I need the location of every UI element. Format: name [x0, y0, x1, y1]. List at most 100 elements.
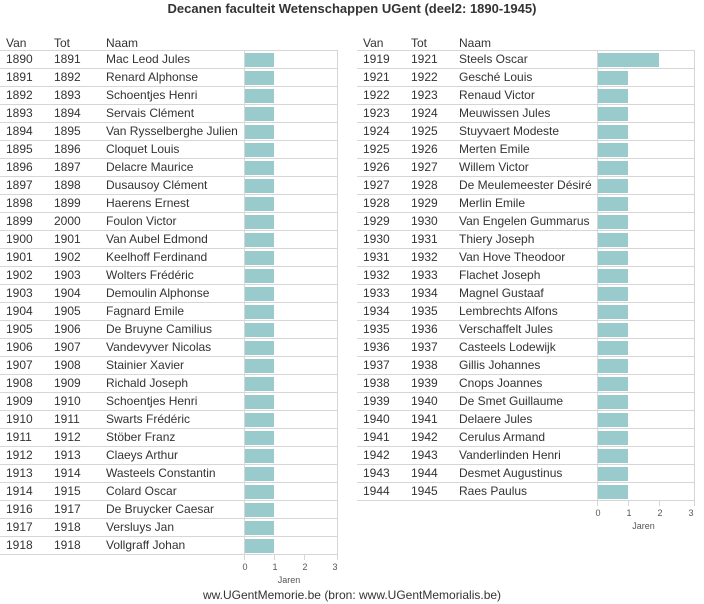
cell-tot: 1923: [411, 88, 438, 102]
table-row: 1904 1905 Fagnard Emile: [0, 302, 338, 320]
cell-tot: 1914: [54, 466, 81, 480]
table-row: 1929 1930 Van Engelen Gummarus: [357, 212, 695, 230]
cell-tot: 1891: [54, 52, 81, 66]
cell-van: 1928: [363, 196, 390, 210]
table-row: 1912 1913 Claeys Arthur: [0, 446, 338, 464]
axis-tick: [274, 555, 275, 560]
cell-tot: 1894: [54, 106, 81, 120]
cell-van: 1942: [363, 448, 390, 462]
cell-tot: 1941: [411, 412, 438, 426]
cell-naam: Van Engelen Gummarus: [459, 214, 590, 228]
cell-van: 1895: [6, 142, 33, 156]
bar-jaren: [598, 89, 628, 103]
cell-naam: Cnops Joannes: [459, 376, 543, 390]
cell-van: 1903: [6, 286, 33, 300]
table-row: 1940 1941 Delaere Jules: [357, 410, 695, 428]
table-row: 1919 1921 Steels Oscar: [357, 50, 695, 68]
cell-tot: 1918: [54, 520, 81, 534]
cell-tot: 1942: [411, 430, 438, 444]
cell-naam: Meuwissen Jules: [459, 106, 551, 120]
cell-naam: Versluys Jan: [106, 520, 175, 534]
bar-jaren: [598, 179, 628, 193]
table-row: 1907 1908 Stainier Xavier: [0, 356, 338, 374]
cell-tot: 1898: [54, 178, 81, 192]
cell-van: 1892: [6, 88, 33, 102]
axis-tick-label: 1: [272, 562, 278, 572]
cell-naam: Casteels Lodewijk: [459, 340, 556, 354]
bar-jaren: [598, 269, 628, 283]
cell-van: 1937: [363, 358, 390, 372]
table-row: 1897 1898 Dusausoy Clément: [0, 176, 338, 194]
cell-naam: Delacre Maurice: [106, 160, 194, 174]
cell-van: 1931: [363, 250, 390, 264]
cell-naam: Flachet Joseph: [459, 268, 541, 282]
bar-jaren: [598, 71, 628, 85]
cell-tot: 1893: [54, 88, 81, 102]
cell-tot: 1930: [411, 214, 438, 228]
cell-tot: 1897: [54, 160, 81, 174]
chart-title: Decanen faculteit Wetenschappen UGent (d…: [167, 1, 537, 16]
bar-jaren: [598, 143, 628, 157]
table-row: 1902 1903 Wolters Frédéric: [0, 266, 338, 284]
axis-tick-label: 1: [626, 508, 632, 518]
table-row: 1922 1923 Renaud Victor: [357, 86, 695, 104]
table-row: 1941 1942 Cerulus Armand: [357, 428, 695, 446]
cell-naam: Schoentjes Henri: [106, 88, 198, 102]
cell-naam: Gillis Johannes: [459, 358, 541, 372]
cell-naam: Steels Oscar: [459, 52, 528, 66]
cell-naam: Cerulus Armand: [459, 430, 546, 444]
cell-naam: Vanderlinden Henri: [459, 448, 561, 462]
table-row: 1931 1932 Van Hove Theodoor: [357, 248, 695, 266]
cell-van: 1891: [6, 70, 33, 84]
table-row: 1906 1907 Vandevyver Nicolas: [0, 338, 338, 356]
cell-naam: Richald Joseph: [106, 376, 189, 390]
bar-jaren: [245, 359, 274, 373]
cell-tot: 1910: [54, 394, 81, 408]
table-row: 1918 1918 Vollgraff Johan: [0, 536, 338, 554]
bar-jaren: [598, 125, 628, 139]
bar-jaren: [245, 161, 274, 175]
cell-tot: 1905: [54, 304, 81, 318]
cell-van: 1900: [6, 232, 33, 246]
table-row: 1935 1936 Verschaffelt Jules: [357, 320, 695, 338]
axis-zero-line: [597, 50, 598, 506]
cell-van: 1929: [363, 214, 390, 228]
cell-naam: Demoulin Alphonse: [106, 286, 210, 300]
cell-van: 1921: [363, 70, 390, 84]
bar-jaren: [245, 413, 274, 427]
cell-van: 1908: [6, 376, 33, 390]
cell-tot: 1927: [411, 160, 438, 174]
cell-van: 1909: [6, 394, 33, 408]
cell-van: 1918: [6, 538, 33, 552]
cell-naam: Delaere Jules: [459, 412, 533, 426]
cell-tot: 1904: [54, 286, 81, 300]
cell-van: 1938: [363, 376, 390, 390]
cell-van: 1906: [6, 340, 33, 354]
cell-naam: Haerens Ernest: [106, 196, 190, 210]
table-row: 1924 1925 Stuyvaert Modeste: [357, 122, 695, 140]
axis-title: Jaren: [632, 521, 655, 531]
bar-jaren: [245, 521, 274, 535]
bar-jaren: [598, 287, 628, 301]
cell-naam: Van Aubel Edmond: [106, 232, 208, 246]
cell-tot: 1901: [54, 232, 81, 246]
cell-tot: 1943: [411, 448, 438, 462]
cell-naam: Van Hove Theodoor: [459, 250, 566, 264]
cell-naam: Stainier Xavier: [106, 358, 185, 372]
bar-jaren: [598, 215, 628, 229]
cell-tot: 1939: [411, 376, 438, 390]
bar-jaren: [598, 161, 628, 175]
table-row: 1917 1918 Versluys Jan: [0, 518, 338, 536]
cell-van: 1927: [363, 178, 390, 192]
cell-van: 1896: [6, 160, 33, 174]
axis-title: Jaren: [277, 575, 301, 585]
bar-jaren: [245, 305, 274, 319]
cell-van: 1907: [6, 358, 33, 372]
bar-jaren: [598, 323, 628, 337]
cell-tot: 1896: [54, 142, 81, 156]
cell-tot: 1903: [54, 268, 81, 282]
cell-naam: Swarts Frédéric: [106, 412, 191, 426]
cell-van: 1898: [6, 196, 33, 210]
column-header-van: Van: [6, 36, 27, 50]
cell-van: 1923: [363, 106, 390, 120]
